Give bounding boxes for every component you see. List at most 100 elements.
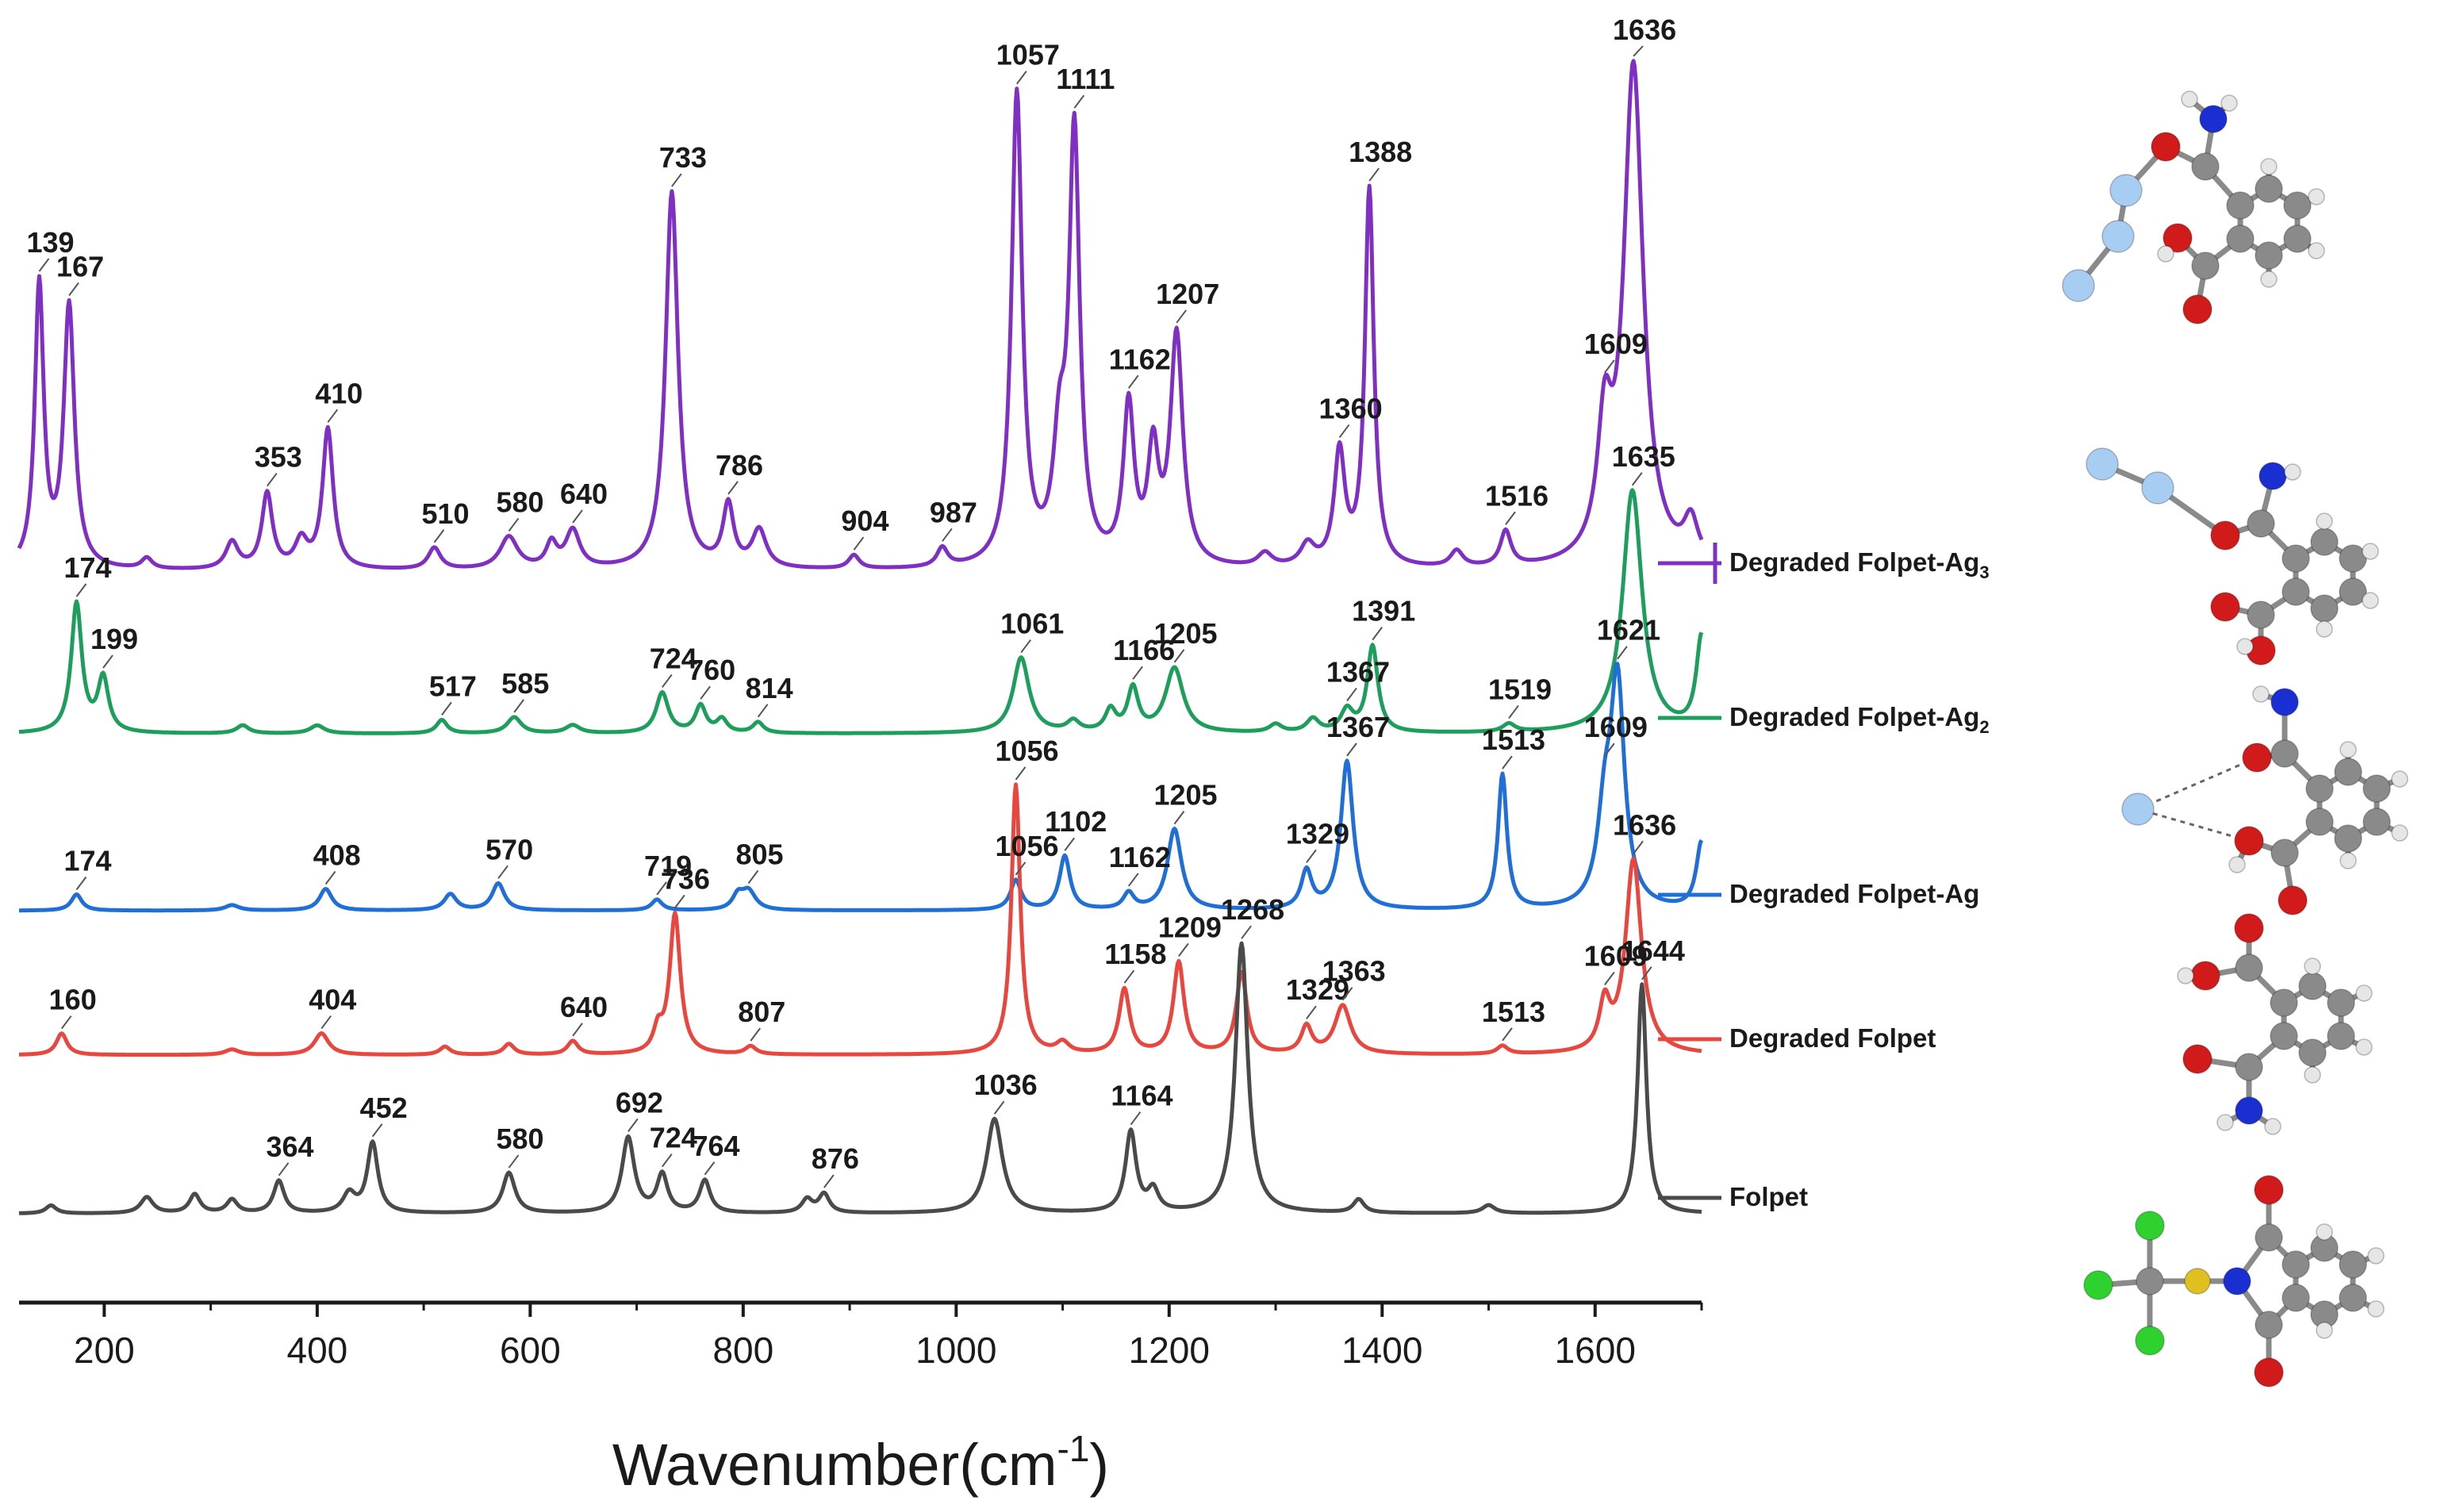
peak-leader (853, 536, 865, 551)
carbon-atom (2270, 839, 2299, 867)
peak-leader (1617, 646, 1628, 660)
peak-label: 1329 (1286, 817, 1349, 850)
legend-label: Degraded Folpet-Ag (1729, 879, 1979, 908)
series-line (17, 488, 1704, 735)
silver-atom (2109, 174, 2143, 207)
peak-leader (508, 517, 520, 532)
oxygen-atom (2254, 1175, 2284, 1205)
silver-atom (2121, 792, 2155, 826)
oxygen-atom (2278, 885, 2308, 915)
peak-label: 1621 (1597, 614, 1660, 647)
peak-leader (1130, 1111, 1142, 1126)
peak-label: 160 (49, 984, 97, 1016)
carbon-atom (2235, 954, 2263, 982)
hydrogen-atom (2362, 543, 2379, 560)
peak-leader (727, 481, 739, 495)
sulfur-atom (2184, 1268, 2211, 1295)
peak-leader (1123, 969, 1135, 984)
hydrogen-atom (2316, 1322, 2333, 1339)
peak-leader (60, 1015, 72, 1030)
hydrogen-atom (2362, 592, 2379, 609)
peak-leader (513, 699, 525, 713)
x-tick-label: 600 (500, 1330, 561, 1371)
peak-label: 1391 (1352, 595, 1415, 627)
carbon-atom (2310, 528, 2339, 556)
peak-leader (320, 1015, 332, 1030)
oxygen-atom (2234, 913, 2264, 943)
hydrogen-atom (2391, 770, 2408, 788)
peak-label: 517 (429, 670, 477, 702)
oxygen-atom (2210, 520, 2240, 551)
molecule-degraded-folpet (2177, 913, 2373, 1135)
carbon-atom (2270, 739, 2299, 768)
peak-label: 167 (56, 250, 104, 282)
carbon-atom (2305, 774, 2334, 803)
silver-atom (2141, 471, 2174, 505)
carbon-atom (2334, 758, 2362, 786)
carbon-atom (2339, 1250, 2367, 1279)
peak-leader (1173, 811, 1185, 825)
peak-label: 1329 (1286, 973, 1349, 1006)
peak-leader (1306, 1005, 1317, 1019)
hydrogen-atom (2284, 463, 2301, 481)
peak-label: 640 (560, 478, 608, 510)
peak-label: 1111 (1056, 63, 1115, 95)
peak-label: 1513 (1482, 723, 1545, 756)
peak-leader (1346, 743, 1357, 757)
peak-leader (1015, 766, 1027, 781)
series-line (17, 59, 1704, 570)
oxygen-atom (2190, 961, 2220, 991)
x-axis-title: Wavenumber(cm-1) (612, 1428, 1109, 1498)
chlorine-atom (2135, 1326, 2165, 1356)
chlorine-atom (2135, 1211, 2165, 1241)
peak-label: 1609 (1584, 328, 1648, 360)
hydrogen-atom (2316, 512, 2333, 530)
peak-leader (1073, 94, 1085, 109)
peak-leader (1502, 1027, 1513, 1042)
hydrogen-atom (2220, 94, 2238, 112)
x-tick-label: 1600 (1555, 1330, 1636, 1371)
peak-label: 786 (716, 449, 763, 482)
peak-label: 640 (560, 991, 608, 1023)
molecule-structures (2062, 90, 2408, 1387)
nitrogen-atom (2270, 688, 2299, 716)
peak-label: 404 (309, 984, 356, 1016)
peak-label: 1207 (1156, 278, 1219, 310)
peak-label: 1513 (1482, 996, 1545, 1028)
hydrogen-atom (2367, 1247, 2385, 1264)
peak-leader (75, 583, 87, 597)
nitrogen-atom (2259, 462, 2287, 490)
hydrogen-atom (2157, 245, 2174, 263)
carbon-atom (2339, 544, 2367, 573)
legend-label-text: Degraded Folpet-Ag (1729, 547, 1979, 577)
carbon-atom (2339, 1284, 2367, 1312)
peak-label: 987 (930, 496, 977, 528)
peak-leader (38, 258, 50, 272)
carbon-atom (2247, 601, 2275, 629)
carbon-atom (2310, 594, 2339, 623)
carbon-atom (2255, 175, 2283, 203)
peak-label: 139 (26, 226, 74, 259)
peak-leader (1604, 971, 1615, 986)
x-tick-label: 800 (712, 1330, 773, 1371)
peak-label: 408 (313, 839, 361, 872)
peak-label: 1636 (1613, 13, 1676, 46)
peak-label: 1162 (1109, 841, 1171, 873)
peak-leader (572, 509, 583, 524)
legend-label-text: Degraded Folpet (1729, 1023, 1936, 1053)
peak-leader (1631, 472, 1643, 486)
peak-label: 1519 (1488, 673, 1552, 705)
peak-label: 719 (644, 850, 692, 882)
carbon-atom (2191, 251, 2220, 280)
peak-label: 807 (738, 996, 785, 1028)
peak-leader (266, 473, 278, 487)
peak-label: 510 (421, 497, 469, 530)
peak-label: 1205 (1153, 779, 1217, 812)
carbon-atom (2305, 808, 2334, 836)
hydrogen-atom (2216, 1114, 2234, 1131)
peak-leader (1306, 849, 1317, 863)
peak-label: 876 (812, 1142, 859, 1175)
hydrogen-atom (2367, 1300, 2385, 1318)
peak-leader (750, 1027, 762, 1042)
